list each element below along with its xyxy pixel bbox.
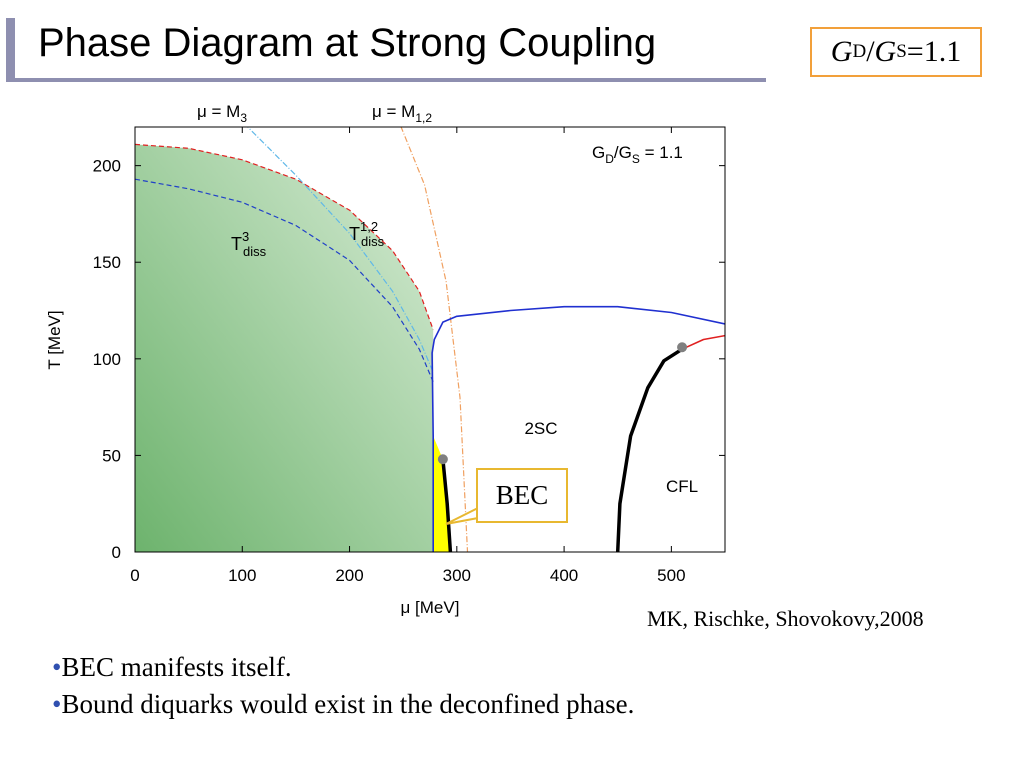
- y-tick-label: 0: [112, 543, 121, 562]
- bullet-item: •BEC manifests itself.: [52, 652, 634, 683]
- x-tick-label: 400: [550, 566, 578, 585]
- title-bar: [6, 18, 766, 82]
- ratio-slash: /: [866, 35, 875, 68]
- y-tick-label: 100: [93, 350, 121, 369]
- bullet-text: Bound diquarks would exist in the deconf…: [61, 689, 635, 719]
- inset-d: D: [605, 152, 614, 166]
- mu-m3-label: μ = M3: [197, 102, 247, 125]
- curve-cfl_first_order: [615, 347, 684, 552]
- bullet-text: BEC manifests itself.: [61, 652, 292, 682]
- x-axis-label: μ [MeV]: [401, 598, 460, 617]
- mu-m3-label-text: μ = M: [197, 102, 240, 121]
- bullet-list: •BEC manifests itself. •Bound diquarks w…: [52, 652, 634, 726]
- t-diss-3-label-superscript: 3: [242, 229, 249, 244]
- bec-callout-pointer: [445, 506, 479, 525]
- mu-m12-label: μ = M1,2: [372, 102, 432, 125]
- inset-value: = 1.1: [640, 143, 683, 162]
- region-2sc-label: 2SC: [524, 419, 557, 438]
- y-tick-label: 200: [93, 157, 121, 176]
- bullet-item: •Bound diquarks would exist in the decon…: [52, 689, 634, 720]
- region-cfl-label: CFL: [666, 477, 698, 496]
- curve-t12: [135, 143, 434, 331]
- x-tick-label: 0: [130, 566, 139, 585]
- t-diss-12-label: T1,2 diss: [349, 219, 385, 249]
- critical-point-marker: [677, 342, 688, 353]
- bec-callout: BEC: [476, 468, 568, 523]
- citation: MK, Rischke, Shovokovy,2008: [647, 606, 924, 631]
- bullet-dot: •: [52, 652, 62, 682]
- t-diss-12-label-superscript: 1,2: [360, 219, 378, 234]
- x-tick-label: 300: [443, 566, 471, 585]
- ratio-value: =1.1: [906, 35, 962, 68]
- curve-m12: [400, 127, 469, 552]
- critical-point-marker: [437, 454, 448, 465]
- ratio-g2: G: [874, 35, 897, 68]
- t-diss-3-label-subscript: diss: [243, 244, 267, 259]
- x-tick-label: 200: [335, 566, 363, 585]
- mu-m12-label-subscript: 1,2: [415, 111, 432, 125]
- bullet-dot: •: [52, 689, 62, 719]
- inset-g1: G: [592, 143, 605, 162]
- y-tick-label: 50: [102, 446, 121, 465]
- hadronic-region: [135, 144, 434, 552]
- x-tick-label: 100: [228, 566, 256, 585]
- mu-m3-label-subscript: 3: [240, 111, 247, 125]
- curve-cfl_second_order: [681, 334, 725, 350]
- mu-m12-label-text: μ = M: [372, 102, 415, 121]
- ratio-s: S: [896, 41, 907, 62]
- ratio-d: D: [852, 41, 867, 62]
- page-title: Phase Diagram at Strong Coupling: [38, 21, 657, 65]
- t-diss-3-label-base: T: [231, 234, 242, 254]
- y-axis-label: T [MeV]: [45, 310, 64, 369]
- inset-s: S: [632, 152, 640, 166]
- coupling-ratio-box: G D / G S =1.1: [810, 27, 982, 77]
- inset-g2: /G: [614, 143, 632, 162]
- t-diss-3-label: T3 diss: [231, 229, 267, 259]
- curve-t3: [135, 178, 434, 383]
- y-tick-label: 150: [93, 253, 121, 272]
- plot-frame: [134, 126, 726, 553]
- inset-ratio-label: GD/GS = 1.1: [592, 143, 683, 166]
- x-tick-label: 500: [657, 566, 685, 585]
- t-diss-12-label-subscript: diss: [361, 234, 385, 249]
- t-diss-12-label-base: T: [349, 224, 360, 244]
- ratio-g1: G: [830, 35, 853, 68]
- curve-2sc_boundary: [431, 305, 725, 552]
- curve-bec_line: [441, 459, 453, 552]
- curve-m3: [246, 127, 434, 373]
